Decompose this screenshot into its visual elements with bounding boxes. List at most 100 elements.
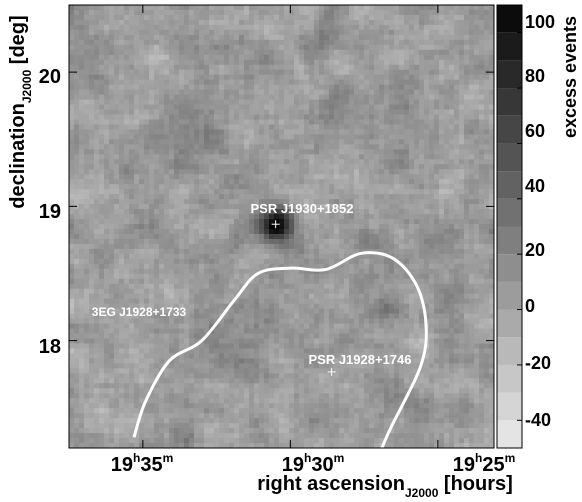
heatmap-cell <box>259 34 265 41</box>
heatmap-cell <box>319 228 325 235</box>
heatmap-cell <box>204 204 210 210</box>
heatmap-cell <box>404 74 410 81</box>
heatmap-cell <box>139 9 145 16</box>
heatmap-cell <box>359 189 365 195</box>
heatmap-cell <box>284 194 290 200</box>
heatmap-cell <box>389 228 395 235</box>
heatmap-cell <box>304 94 310 100</box>
heatmap-cell <box>244 99 250 105</box>
heatmap-cell <box>179 99 185 105</box>
heatmap-cell <box>184 209 190 215</box>
heatmap-cell <box>169 9 175 16</box>
heatmap-cell <box>239 179 245 185</box>
heatmap-cell <box>149 278 155 285</box>
heatmap-cell <box>414 159 420 165</box>
heatmap-cell <box>79 54 85 61</box>
heatmap-cell <box>444 34 450 41</box>
heatmap-cell <box>329 129 335 135</box>
heatmap-cell <box>149 24 155 31</box>
heatmap-cell <box>444 233 450 240</box>
heatmap-cell <box>194 129 200 135</box>
heatmap-cell <box>439 44 445 51</box>
heatmap-cell <box>199 69 205 76</box>
heatmap-cell <box>289 124 295 130</box>
heatmap-cell <box>144 278 150 285</box>
heatmap-cell <box>249 129 255 135</box>
heatmap-cell <box>209 104 215 110</box>
heatmap-cell <box>329 64 335 71</box>
heatmap-cell <box>119 19 125 26</box>
heatmap-cell <box>379 5 385 11</box>
heatmap-cell <box>324 174 330 180</box>
heatmap-cell <box>339 204 345 210</box>
heatmap-cell <box>224 134 230 140</box>
heatmap-cell <box>114 84 120 91</box>
heatmap-cell <box>109 19 115 26</box>
heatmap-cell <box>389 119 395 125</box>
heatmap-cell <box>149 204 155 210</box>
heatmap-cell <box>364 149 370 155</box>
heatmap-cell <box>99 5 105 11</box>
heatmap-cell <box>379 69 385 76</box>
heatmap-cell <box>269 194 275 200</box>
heatmap-cell <box>309 189 315 195</box>
heatmap-cell <box>139 189 145 195</box>
heatmap-cell <box>359 54 365 61</box>
heatmap-cell <box>269 283 275 290</box>
heatmap-cell <box>94 34 100 41</box>
heatmap-cell <box>369 199 375 205</box>
heatmap-cell <box>374 79 380 86</box>
heatmap-cell <box>449 253 455 260</box>
heatmap-cell <box>194 59 200 66</box>
heatmap-cell <box>439 19 445 26</box>
heatmap-cell <box>414 109 420 115</box>
heatmap-cell <box>114 243 120 250</box>
heatmap-cell <box>464 5 470 11</box>
heatmap-cell <box>309 243 315 250</box>
heatmap-cell <box>294 263 300 270</box>
heatmap-cell <box>134 49 140 56</box>
heatmap-cell <box>249 9 255 16</box>
heatmap-cell <box>414 243 420 250</box>
heatmap-cell <box>189 238 195 245</box>
heatmap-cell <box>264 164 270 170</box>
heatmap-cell <box>259 144 265 150</box>
heatmap-cell <box>259 199 265 205</box>
heatmap-cell <box>234 29 240 36</box>
heatmap-cell <box>139 34 145 41</box>
heatmap-cell <box>74 39 80 46</box>
heatmap-cell <box>344 263 350 270</box>
heatmap-cell <box>394 149 400 155</box>
heatmap-cell <box>154 179 160 185</box>
heatmap-cell <box>359 204 365 210</box>
heatmap-cell <box>294 84 300 91</box>
heatmap-cell <box>489 104 495 110</box>
heatmap-cell <box>444 209 450 215</box>
heatmap-cell <box>459 253 465 260</box>
heatmap-cell <box>89 283 95 290</box>
heatmap-cell <box>194 233 200 240</box>
heatmap-cell <box>434 214 440 220</box>
heatmap-cell <box>249 164 255 170</box>
heatmap-cell <box>204 189 210 195</box>
heatmap-cell <box>314 278 320 285</box>
heatmap-cell <box>154 184 160 190</box>
heatmap-cell <box>234 144 240 150</box>
heatmap-cell <box>149 159 155 165</box>
heatmap-cell <box>129 273 135 280</box>
heatmap-cell <box>114 69 120 76</box>
heatmap-cell <box>264 214 270 220</box>
heatmap-cell <box>434 39 440 46</box>
heatmap-cell <box>459 238 465 245</box>
heatmap-cell <box>339 9 345 16</box>
heatmap-cell <box>104 79 110 86</box>
heatmap-cell <box>319 164 325 170</box>
heatmap-cell <box>94 74 100 81</box>
heatmap-cell <box>109 179 115 185</box>
heatmap-cell <box>119 124 125 130</box>
heatmap-cell <box>474 179 480 185</box>
heatmap-cell <box>69 273 75 280</box>
heatmap-cell <box>469 243 475 250</box>
heatmap-cell <box>189 189 195 195</box>
heatmap-cell <box>104 194 110 200</box>
